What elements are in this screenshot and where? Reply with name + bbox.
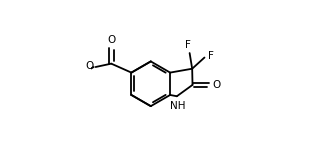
Text: F: F (185, 40, 191, 51)
Text: NH: NH (170, 101, 185, 111)
Text: F: F (208, 51, 213, 61)
Text: O: O (107, 36, 115, 45)
Text: O: O (85, 61, 94, 71)
Text: O: O (213, 80, 221, 90)
